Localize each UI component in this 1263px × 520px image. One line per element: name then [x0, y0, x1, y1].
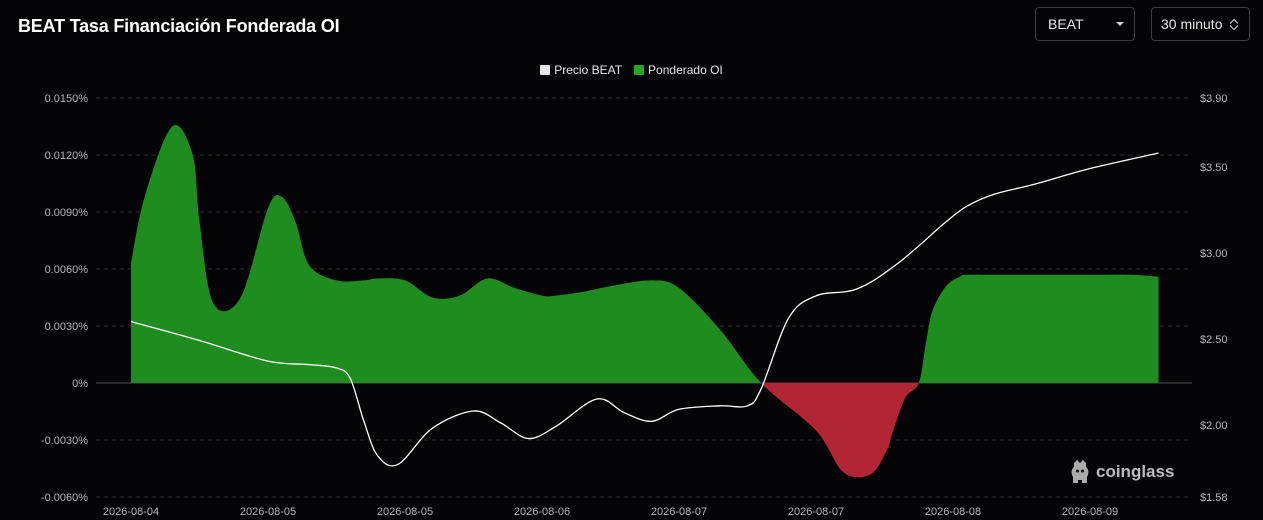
chart-legend: Precio BEAT Ponderado OI [0, 63, 1263, 77]
y-left-tick-label: 0.0120% [45, 150, 89, 162]
x-axis: 2026-08-04 2026-08-05 2026-08-05 2026-08-06… [103, 506, 1118, 518]
x-tick-label: 2026-08-05 [377, 506, 433, 518]
price-line-group [130, 152, 1159, 467]
oi-area-positive [131, 125, 1159, 383]
y-left-tick-label: 0% [72, 378, 88, 390]
oi-area [131, 125, 1159, 478]
x-tick-label: 2026-08-05 [240, 506, 296, 518]
y-right-tick-label: $3.50 [1200, 162, 1228, 174]
y-right-tick-label: $2.00 [1200, 420, 1228, 432]
coinglass-logo-text: coinglass [1096, 462, 1175, 481]
coinglass-logo: coinglass [1070, 459, 1174, 485]
y-right-tick-label: $2.50 [1200, 334, 1228, 346]
legend-label-oi: Ponderado OI [648, 63, 723, 77]
y-right-tick-label: $3.00 [1200, 248, 1228, 260]
y-left-tick-label: -0.0060% [41, 492, 88, 504]
x-tick-label: 2026-08-04 [103, 506, 159, 518]
y-left-tick-label: 0.0150% [45, 93, 89, 105]
y-left-tick-label: -0.0030% [41, 435, 88, 447]
y-axis-right: $1.58 $2.00 $2.50 $3.00 $3.50 $3.90 [1200, 93, 1228, 504]
x-tick-label: 2026-08-08 [925, 506, 981, 518]
y-left-tick-label: 0.0090% [45, 207, 89, 219]
symbol-select-value: BEAT [1048, 16, 1084, 32]
caret-down-icon [1116, 22, 1124, 26]
legend-item-price[interactable]: Precio BEAT [540, 63, 622, 77]
y-left-tick-label: 0.0030% [45, 321, 89, 333]
coinglass-logo-icon [1071, 460, 1089, 483]
x-tick-label: 2026-08-07 [651, 506, 707, 518]
legend-item-oi[interactable]: Ponderado OI [634, 63, 723, 77]
x-tick-label: 2026-08-07 [788, 506, 844, 518]
y-right-tick-label: $3.90 [1200, 93, 1228, 105]
legend-swatch-price [540, 65, 551, 75]
y-right-tick-label: $1.58 [1200, 492, 1228, 504]
x-tick-label: 2026-08-09 [1062, 506, 1118, 518]
y-left-tick-label: 0.0060% [45, 264, 89, 276]
legend-swatch-oi [634, 65, 645, 75]
y-axis-left: -0.0060% -0.0030% 0% 0.0030% 0.0060% 0.0090% 0… [41, 93, 88, 504]
legend-label-price: Precio BEAT [554, 63, 623, 77]
page-title: BEAT Tasa Financiación Fonderada OI [18, 16, 340, 36]
price-line [130, 152, 1159, 467]
x-tick-label: 2026-08-06 [514, 506, 570, 518]
interval-select[interactable]: 30 minuto [1151, 7, 1250, 41]
interval-select-value: 30 minuto [1161, 16, 1223, 32]
symbol-select[interactable]: BEAT [1035, 7, 1135, 41]
